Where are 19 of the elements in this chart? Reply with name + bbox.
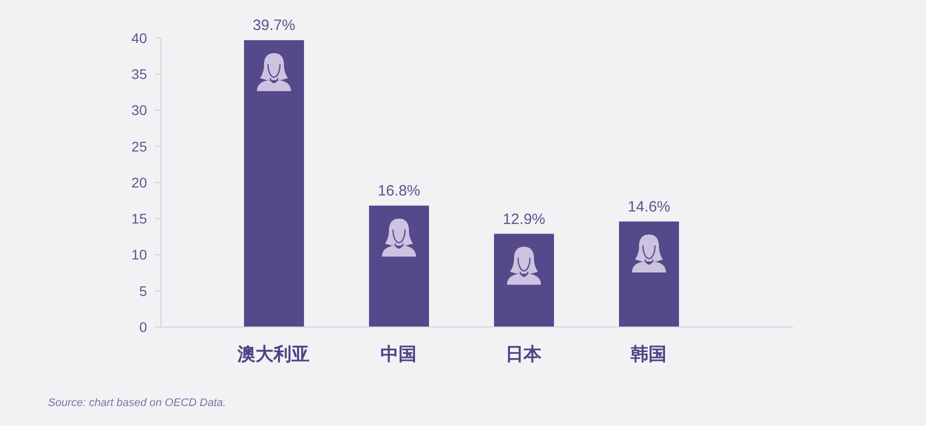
y-tick-label: 25 [131,138,148,154]
source-note: Source: chart based on OECD Data. [48,397,226,409]
data-label: 14.6% [628,198,670,216]
y-tick-label: 0 [139,318,148,335]
y-tick-label: 35 [131,66,148,82]
x-tick-label: 日本 [506,344,542,364]
data-label: 12.9% [502,210,546,228]
x-tick-label: 中国 [380,344,416,364]
data-label: 16.8% [378,182,420,200]
y-tick-label: 30 [131,102,148,118]
y-tick-label: 15 [131,210,148,227]
y-tick-label: 40 [131,30,148,46]
x-tick-label: 澳大利亚 [236,344,310,364]
data-label: 39.7% [252,17,296,34]
y-tick-label: 20 [131,174,148,190]
y-tick-label: 10 [131,246,148,263]
y-tick-label: 5 [139,282,148,299]
x-tick-label: 韩国 [630,344,666,364]
bar [244,40,304,327]
